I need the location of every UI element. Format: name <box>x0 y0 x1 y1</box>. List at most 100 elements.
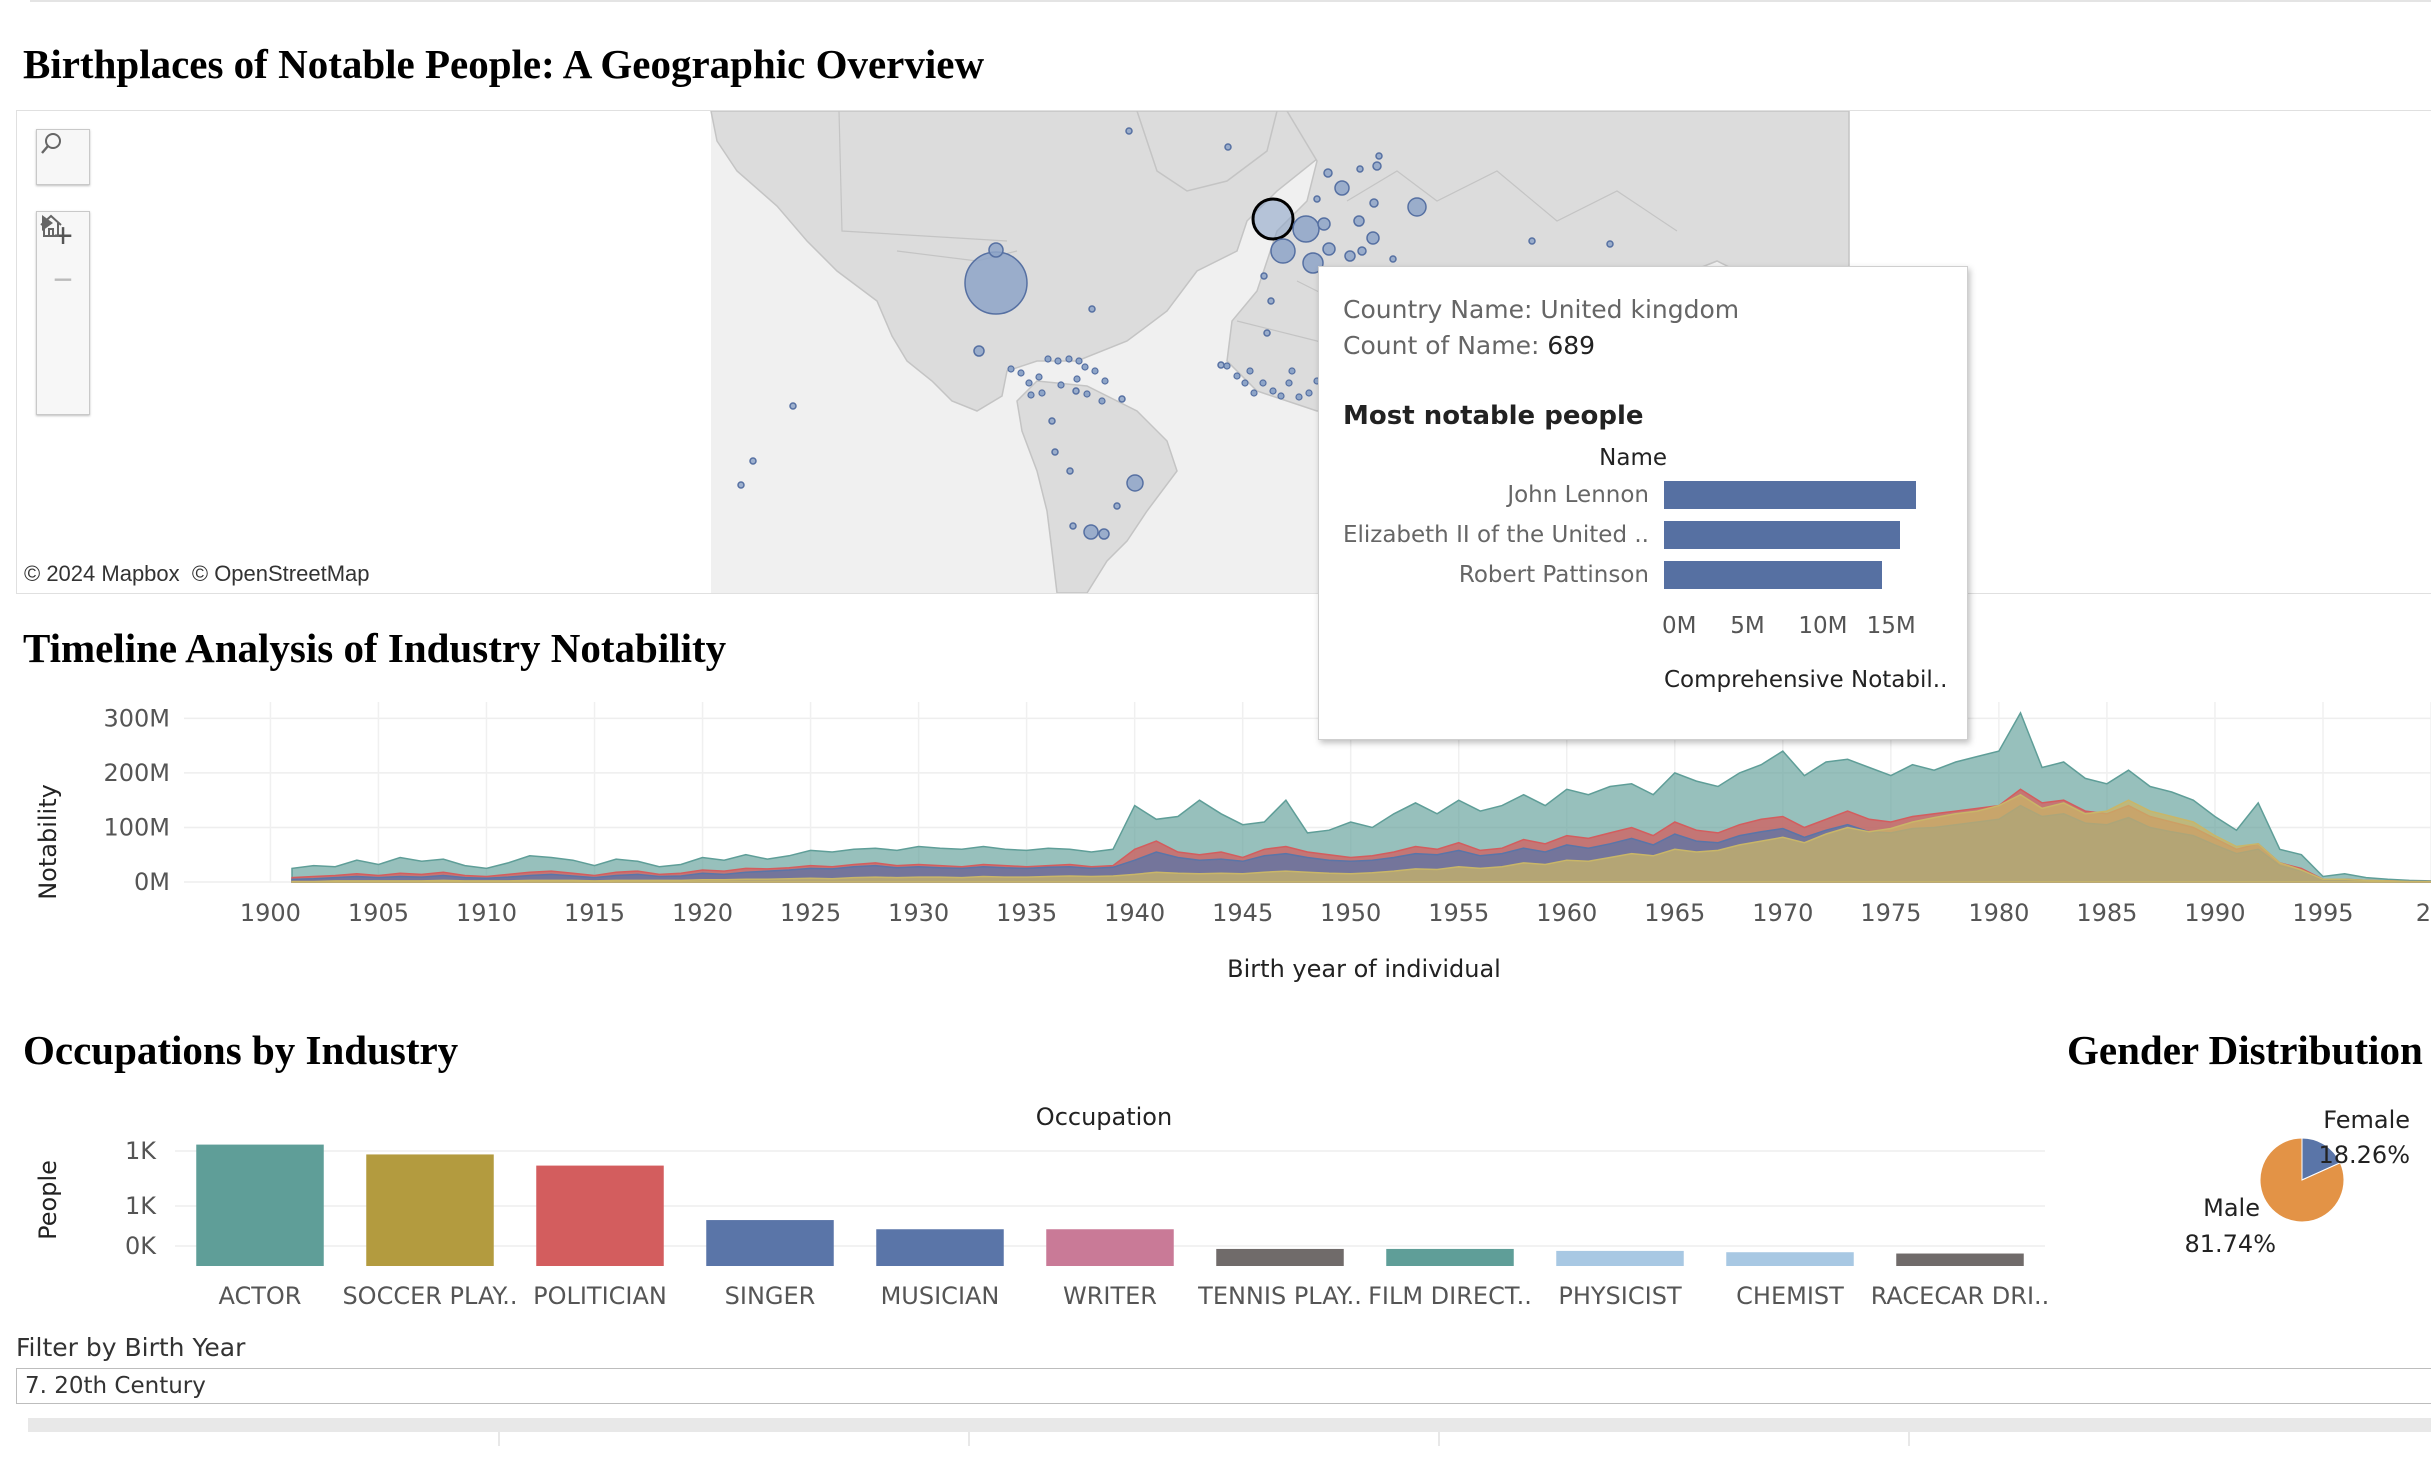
timeline-areas[interactable] <box>291 711 2431 883</box>
map-marker[interactable] <box>1344 250 1356 262</box>
gender-pie-slice[interactable] <box>2301 1137 2341 1181</box>
map-marker[interactable] <box>1250 389 1258 397</box>
map-marker[interactable] <box>1277 392 1285 400</box>
map-canvas[interactable] <box>17 111 2431 593</box>
map-marker[interactable] <box>1317 217 1331 231</box>
map-marker[interactable] <box>1091 367 1099 375</box>
map-search-button[interactable] <box>36 129 90 185</box>
occupation-bar[interactable] <box>1896 1253 2024 1266</box>
zoom-out-button[interactable]: − <box>53 260 73 299</box>
map-marker[interactable] <box>1366 231 1380 245</box>
map-marker[interactable] <box>1260 272 1268 280</box>
map-marker[interactable] <box>1292 215 1320 243</box>
map-marker[interactable] <box>1259 379 1267 387</box>
occupation-bars[interactable] <box>196 1144 2024 1266</box>
map-marker[interactable] <box>1322 242 1336 256</box>
map-attribution[interactable]: © 2024 Mapbox © OpenStreetMap <box>24 561 370 586</box>
map-marker[interactable] <box>1269 387 1277 395</box>
map-marker[interactable] <box>1246 367 1254 375</box>
map-marker[interactable] <box>1217 361 1225 369</box>
map-marker[interactable] <box>749 457 757 465</box>
occupation-bar[interactable] <box>706 1220 834 1266</box>
play-button[interactable] <box>37 215 89 400</box>
map-marker[interactable] <box>988 242 1004 258</box>
map-marker[interactable] <box>1528 237 1536 245</box>
occupation-bar[interactable] <box>536 1165 664 1266</box>
map-marker[interactable] <box>1044 355 1052 363</box>
map-marker[interactable] <box>1389 255 1397 263</box>
home-button[interactable] <box>37 214 89 346</box>
map-marker[interactable] <box>1083 524 1099 540</box>
africa-markers[interactable] <box>1223 362 1321 401</box>
map-marker[interactable] <box>1267 297 1275 305</box>
gender-pie-chart[interactable]: Female 18.26% Male 81.74% <box>2150 1090 2431 1290</box>
map-marker[interactable] <box>1305 389 1313 397</box>
occupation-bar-chart[interactable]: Occupation People 0K 1K 1K ACTOR SOCCER PLA… <box>0 1090 2100 1320</box>
map-marker[interactable] <box>1223 362 1231 370</box>
map-marker[interactable] <box>1066 467 1074 475</box>
map-marker[interactable] <box>1606 240 1614 248</box>
map-marker[interactable] <box>1035 373 1043 381</box>
map-marker[interactable] <box>1088 305 1096 313</box>
map-marker[interactable] <box>1073 375 1081 383</box>
marker-united-states[interactable] <box>964 251 1028 315</box>
map-marker[interactable] <box>1048 417 1056 425</box>
birthplace-markers[interactable] <box>737 127 1614 540</box>
marker-united-kingdom-selected[interactable] <box>1251 197 1295 241</box>
map-marker[interactable] <box>1051 448 1059 456</box>
map-marker[interactable] <box>1353 215 1365 227</box>
occupation-bar[interactable] <box>1046 1229 1174 1266</box>
map-marker[interactable] <box>1101 377 1109 385</box>
world-map[interactable]: + − <box>16 110 2431 594</box>
occupation-bar[interactable] <box>1386 1248 1514 1266</box>
map-marker[interactable] <box>1407 197 1427 217</box>
map-marker[interactable] <box>1038 389 1046 397</box>
timeline-series-area[interactable] <box>291 793 2431 883</box>
map-marker[interactable] <box>1065 355 1073 363</box>
map-marker[interactable] <box>1263 329 1271 337</box>
map-marker[interactable] <box>1313 195 1321 203</box>
map-marker[interactable] <box>1224 143 1232 151</box>
map-marker[interactable] <box>1375 152 1383 160</box>
map-marker[interactable] <box>1081 363 1089 371</box>
occupation-bar[interactable] <box>196 1144 324 1266</box>
map-marker[interactable] <box>1285 379 1293 387</box>
map-marker[interactable] <box>1288 367 1296 375</box>
map-marker[interactable] <box>1125 127 1133 135</box>
map-marker[interactable] <box>1027 391 1035 399</box>
birth-year-filter[interactable]: 7. 20th Century <box>16 1368 2431 1404</box>
map-marker[interactable] <box>1098 397 1106 405</box>
map-marker[interactable] <box>737 481 745 489</box>
map-marker[interactable] <box>1323 168 1333 178</box>
map-marker[interactable] <box>1017 369 1025 377</box>
map-marker[interactable] <box>1054 357 1062 365</box>
map-marker[interactable] <box>1357 246 1367 256</box>
map-marker[interactable] <box>1007 365 1015 373</box>
map-marker[interactable] <box>973 345 985 357</box>
map-marker[interactable] <box>1372 161 1382 171</box>
occupation-bar[interactable] <box>876 1229 1004 1266</box>
map-marker[interactable] <box>1270 238 1296 264</box>
map-marker[interactable] <box>1233 372 1241 380</box>
map-marker[interactable] <box>1025 379 1033 387</box>
occupation-bar[interactable] <box>1216 1248 1344 1266</box>
map-marker[interactable] <box>1057 381 1065 389</box>
map-marker[interactable] <box>1126 474 1144 492</box>
gender-pie-slice[interactable] <box>2259 1137 2345 1223</box>
map-marker[interactable] <box>1098 528 1110 540</box>
map-marker[interactable] <box>1241 379 1249 387</box>
map-marker[interactable] <box>1369 198 1379 208</box>
map-marker[interactable] <box>1334 180 1350 196</box>
map-marker[interactable] <box>1118 395 1126 403</box>
occupation-bar[interactable] <box>366 1154 494 1266</box>
occupation-bar[interactable] <box>1726 1252 1854 1266</box>
occupation-bar[interactable] <box>1556 1250 1684 1266</box>
map-marker[interactable] <box>1072 387 1080 395</box>
map-marker[interactable] <box>1295 393 1303 401</box>
map-marker[interactable] <box>1075 357 1083 365</box>
caribbean-markers[interactable] <box>1007 355 1109 405</box>
map-marker[interactable] <box>1113 502 1121 510</box>
map-marker[interactable] <box>789 402 797 410</box>
map-marker[interactable] <box>1083 390 1091 398</box>
